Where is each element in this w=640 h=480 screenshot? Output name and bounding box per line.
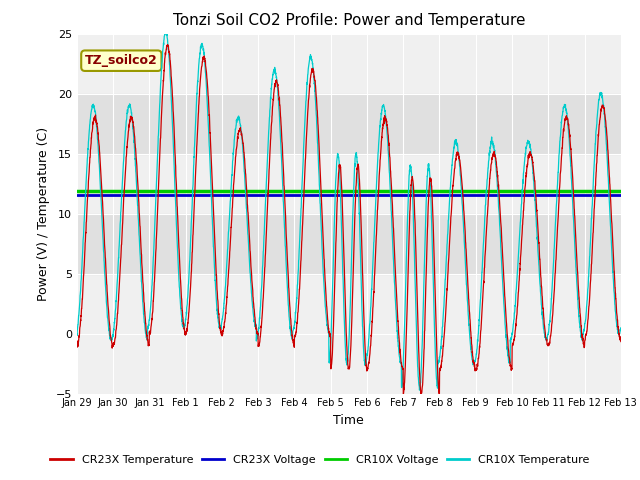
Title: Tonzi Soil CO2 Profile: Power and Temperature: Tonzi Soil CO2 Profile: Power and Temper…: [173, 13, 525, 28]
Text: TZ_soilco2: TZ_soilco2: [85, 54, 157, 67]
Legend: CR23X Temperature, CR23X Voltage, CR10X Voltage, CR10X Temperature: CR23X Temperature, CR23X Voltage, CR10X …: [46, 451, 594, 469]
Bar: [77, 94, 621, 154]
Y-axis label: Power (V) / Temperature (C): Power (V) / Temperature (C): [37, 127, 50, 300]
Bar: [77, 214, 621, 274]
X-axis label: Time: Time: [333, 414, 364, 427]
